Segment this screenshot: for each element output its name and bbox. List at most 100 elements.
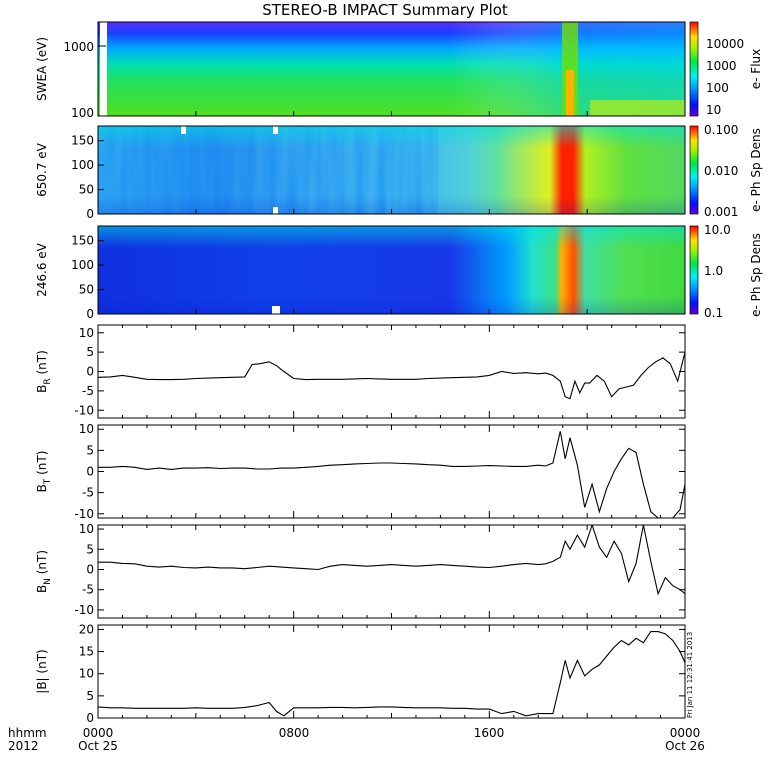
bmag-series-line: [98, 631, 685, 717]
pad-ytick-label: 100: [71, 258, 94, 272]
bmag-ytick-label: 10: [79, 667, 94, 681]
br-ytick-label: -10: [74, 403, 94, 417]
br-ylabel-unit: (nT): [35, 350, 49, 378]
pad650-top-shade: [98, 126, 685, 214]
pad650-gap-2: [273, 126, 278, 134]
bmag-ytick-label: 5: [86, 689, 94, 703]
bmag-ytick-label: 20: [79, 622, 94, 636]
pad-ytick-label: 100: [71, 158, 94, 172]
x-tick-label-3: 0000: [670, 726, 701, 740]
br-ylabel-main: B: [35, 385, 49, 393]
bn-ytick-label: 5: [86, 542, 94, 556]
pad650-yticks: 150 100 50 0: [71, 134, 104, 221]
br-frame: [97, 324, 686, 419]
bmag-frame: [97, 624, 686, 719]
bt-panel: 10 5 0 -5 -10 BT (nT): [35, 422, 686, 521]
br-panel: 10 5 0 -5 -10 BR (nT): [35, 324, 686, 419]
swea-ytick-label-100: 100: [71, 106, 94, 120]
pad650-cbar-label: e- Ph Sp Dens: [749, 128, 763, 212]
swea-gap: [100, 22, 107, 116]
swea-ylabel: SWEA (eV): [35, 37, 49, 101]
bt-ytick-label: -5: [82, 486, 94, 500]
swea-cbar-tick-3: 10: [706, 103, 721, 117]
bn-ytick-label: -10: [74, 603, 94, 617]
br-ytick-label: 0: [86, 365, 94, 379]
time-axis: hhmm 2012 0000 Oct 25 0800 1600 0000 Oct…: [8, 111, 705, 753]
pad650-ylabel: 650.7 eV: [35, 142, 49, 197]
pad246-cbar-label: e- Ph Sp Dens: [749, 233, 763, 317]
x-tick-label-0: 0000: [83, 726, 114, 740]
swea-cbar-tick-2: 100: [706, 81, 729, 95]
swea-event-core: [566, 70, 574, 116]
pad-ytick-label: 50: [79, 283, 94, 297]
x-tick-label-1: 0800: [279, 726, 310, 740]
bt-ylabel-main: B: [35, 484, 49, 492]
swea-late-lowenergy: [590, 100, 685, 116]
pad246-cbar-tick-2: 0.1: [704, 306, 723, 320]
br-series-line: [98, 351, 685, 400]
bt-ytick-label: 10: [79, 422, 94, 436]
x-tick-label-2: 1600: [474, 726, 505, 740]
swea-cbar-tick-1: 1000: [706, 59, 737, 73]
br-ytick-label: -5: [82, 384, 94, 398]
pad650-cbar-tick-1: 0.010: [704, 164, 738, 178]
axis-row-label-year: 2012: [8, 739, 39, 753]
bmag-ylabel-main: |B|: [35, 677, 49, 693]
bn-ylabel: BN (nT): [35, 550, 53, 593]
timestamp: Fri Jan 11 12:31:41 2013: [686, 632, 694, 718]
pad246-panel: 246.6 eV 150 100 50 0 10.0 1.0 0.1 e- Ph Sp…: [35, 223, 763, 321]
pad650-cbar-tick-0: 0.100: [704, 123, 738, 137]
pad650-cbar-tick-2: 0.001: [704, 205, 738, 219]
bn-ytick-label: 10: [79, 522, 94, 536]
bt-ytick-label: 0: [86, 465, 94, 479]
pad246-cbar-tick-1: 1.0: [704, 264, 723, 278]
bn-ylabel-unit: (nT): [35, 550, 49, 578]
pad650-panel: 650.7 eV 150 100 50 0 0.100 0.010 0.001 e- …: [35, 123, 763, 221]
swea-late-overlay: [98, 22, 685, 116]
bt-series-line: [98, 431, 685, 518]
pad246-gap-1: [272, 306, 280, 314]
pad-ytick-label: 150: [71, 234, 94, 248]
plot-title: STEREO-B IMPACT Summary Plot: [262, 1, 508, 19]
x-tick-date-0: Oct 25: [78, 739, 118, 753]
bt-ylabel-sub: T: [43, 478, 53, 485]
pad246-colorbar: [689, 225, 699, 315]
bt-ylabel-unit: (nT): [35, 451, 49, 479]
x-tick-date-3: Oct 26: [665, 739, 705, 753]
pad246-yticks: 150 100 50 0: [71, 234, 104, 321]
swea-cbar-label: e- Flux: [749, 49, 763, 89]
br-ylabel: BR (nT): [35, 350, 53, 393]
swea-panel: SWEA (eV) 1000 100 10000 1000 100 10 e- …: [35, 21, 763, 120]
br-ytick-label: 10: [79, 326, 94, 340]
swea-ytick-label-1000: 1000: [63, 40, 94, 54]
bn-ytick-label: -5: [82, 583, 94, 597]
bt-ytick-label: -10: [74, 507, 94, 521]
pad650-gap-1: [181, 126, 186, 134]
pad246-ylabel: 246.6 eV: [35, 242, 49, 297]
swea-colorbar: [689, 21, 699, 117]
pad650-gap-3: [273, 207, 278, 214]
bmag-ytick-label: 0: [86, 711, 94, 725]
pad-ytick-label: 150: [71, 134, 94, 148]
bmag-ylabel-unit: (nT): [35, 649, 49, 677]
bn-series-line: [98, 525, 685, 596]
bmag-ytick-label: 15: [79, 645, 94, 659]
pad-ytick-label: 0: [86, 207, 94, 221]
swea-cbar-tick-0: 10000: [706, 37, 744, 51]
axis-row-label-hhmm: hhmm: [8, 726, 47, 740]
pad-ytick-label: 0: [86, 307, 94, 321]
bn-ylabel-main: B: [35, 585, 49, 593]
pad246-cbar-tick-0: 10.0: [704, 223, 731, 237]
bmag-ylabel: |B| (nT): [35, 649, 49, 693]
bt-ytick-label: 5: [86, 443, 94, 457]
bn-ylabel-sub: N: [43, 578, 53, 585]
br-ytick-label: 5: [86, 345, 94, 359]
pad-ytick-label: 50: [79, 183, 94, 197]
pad246-top-shade: [98, 226, 685, 314]
bn-panel: 10 5 0 -5 -10 BN (nT): [35, 522, 686, 619]
bn-ytick-label: 0: [86, 562, 94, 576]
pad650-colorbar: [689, 125, 699, 215]
bmag-panel: 20 15 10 5 0 |B| (nT): [35, 622, 686, 725]
